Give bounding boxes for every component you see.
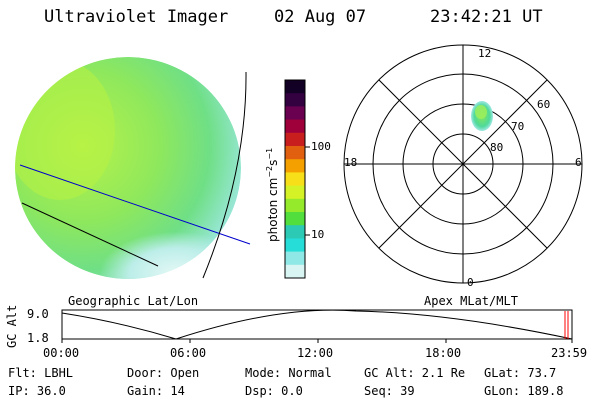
auroral-emission-patch [471,101,493,131]
status-gc-alt: GC Alt: 2.1 Re [364,366,466,380]
date-label: 02 Aug 07 [274,7,367,27]
mlt-label-12: 12 [478,47,492,60]
status-gain: Gain: 14 [127,384,185,398]
colorbar [284,79,310,279]
altitude-ytick-min: 1.8 [27,331,49,345]
mlat-label-60: 60 [537,98,551,111]
colorbar-step [285,93,305,107]
status-glat: GLat: 73.7 [484,366,557,380]
time-tick-2359: 23:59 [551,346,588,360]
polar-plot [343,44,583,284]
mlt-label-0: 0 [467,276,474,289]
colorbar-step [285,159,305,173]
mlat-label-80: 80 [490,141,504,154]
colorbar-step [285,264,305,279]
colorbar-step [285,172,305,187]
time-tick-0600: 06:00 [170,346,207,360]
colorbar-step [285,80,305,94]
time-tick-1200: 12:00 [297,346,334,360]
terminator-arc [202,71,247,279]
geo-grid-line [21,202,159,267]
status-dsp: Dsp: 0.0 [245,384,303,398]
colorbar-step [285,146,305,160]
colorbar-step [285,198,305,213]
altitude-ytick-max: 9.0 [27,307,49,321]
mlat-label-70: 70 [511,120,525,133]
colorbar-tick-100: 100 [311,140,331,153]
colorbar-unit-label: photon cm−2s−1 [265,147,280,242]
geo-label: Geographic Lat/Lon [68,294,199,308]
status-seq: Seq: 39 [364,384,415,398]
colorbar-step [285,212,305,226]
altitude-curve [61,309,573,340]
colorbar-step [285,132,305,147]
status-ip: IP: 36.0 [8,384,66,398]
colorbar-step [285,119,305,134]
geo-grid-line [19,164,251,245]
time-tick-0000: 00:00 [43,346,80,360]
time-tick-1800: 18:00 [425,346,462,360]
colorbar-step [285,185,305,200]
colorbar-step [285,106,305,121]
status-glon: GLon: 189.8 [484,384,564,398]
colorbar-step [285,238,305,253]
colorbar-tick-10: 10 [311,228,325,241]
mlt-label-18: 18 [344,156,358,169]
status-door: Door: Open [127,366,200,380]
apex-label: Apex MLat/MLT [424,294,518,308]
earth-disk-image [15,57,241,279]
mlt-label-6: 6 [575,156,582,169]
time-label: 23:42:21 UT [430,7,543,27]
status-filter: Flt: LBHL [8,366,74,380]
colorbar-step [285,225,305,239]
instrument-title: Ultraviolet Imager [44,7,229,27]
altitude-plot [61,309,573,343]
altitude-ylabel: GC Alt [5,304,19,348]
status-mode: Mode: Normal [245,366,332,380]
colorbar-step [285,251,305,266]
